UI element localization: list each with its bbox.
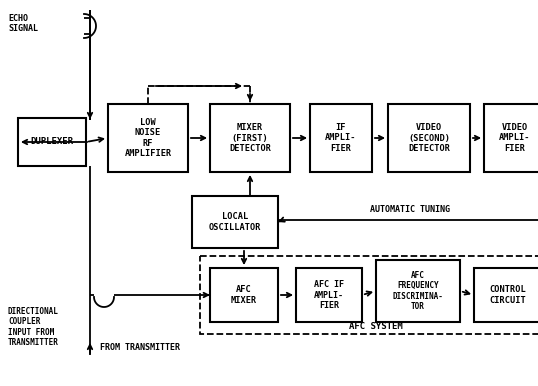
Text: AFC
FREQUENCY
DISCRIMINA-
TOR: AFC FREQUENCY DISCRIMINA- TOR <box>393 271 443 311</box>
Text: AFC SYSTEM: AFC SYSTEM <box>349 322 403 331</box>
Text: MIXER
(FIRST)
DETECTOR: MIXER (FIRST) DETECTOR <box>229 123 271 153</box>
Bar <box>108 104 188 172</box>
Text: DUPLEXER: DUPLEXER <box>31 137 74 147</box>
Text: VIDEO
AMPLI-
FIER: VIDEO AMPLI- FIER <box>499 123 531 153</box>
Text: FROM TRANSMITTER: FROM TRANSMITTER <box>100 344 180 352</box>
Bar <box>192 196 278 248</box>
Bar <box>200 256 538 334</box>
Bar <box>296 268 362 322</box>
Bar <box>210 104 290 172</box>
Text: AFC IF
AMPLI-
FIER: AFC IF AMPLI- FIER <box>314 280 344 310</box>
Bar <box>376 260 460 322</box>
Text: CONTROL
CIRCUIT: CONTROL CIRCUIT <box>490 285 526 305</box>
Text: ECHO
SIGNAL: ECHO SIGNAL <box>8 14 38 33</box>
Bar <box>474 268 538 322</box>
Bar <box>18 118 86 166</box>
Text: AFC
MIXER: AFC MIXER <box>231 285 257 305</box>
Text: VIDEO
(SECOND)
DETECTOR: VIDEO (SECOND) DETECTOR <box>408 123 450 153</box>
Text: IF
AMPLI-
FIER: IF AMPLI- FIER <box>325 123 357 153</box>
Text: DIRECTIONAL
COUPLER
INPUT FROM
TRANSMITTER: DIRECTIONAL COUPLER INPUT FROM TRANSMITT… <box>8 307 59 347</box>
Bar <box>484 104 538 172</box>
Bar <box>210 268 278 322</box>
Bar <box>388 104 470 172</box>
Bar <box>310 104 372 172</box>
Text: LOCAL
OSCILLATOR: LOCAL OSCILLATOR <box>209 212 261 232</box>
Text: AUTOMATIC TUNING: AUTOMATIC TUNING <box>370 205 450 214</box>
Text: LOW
NOISE
RF
AMPLIFIER: LOW NOISE RF AMPLIFIER <box>124 118 172 158</box>
